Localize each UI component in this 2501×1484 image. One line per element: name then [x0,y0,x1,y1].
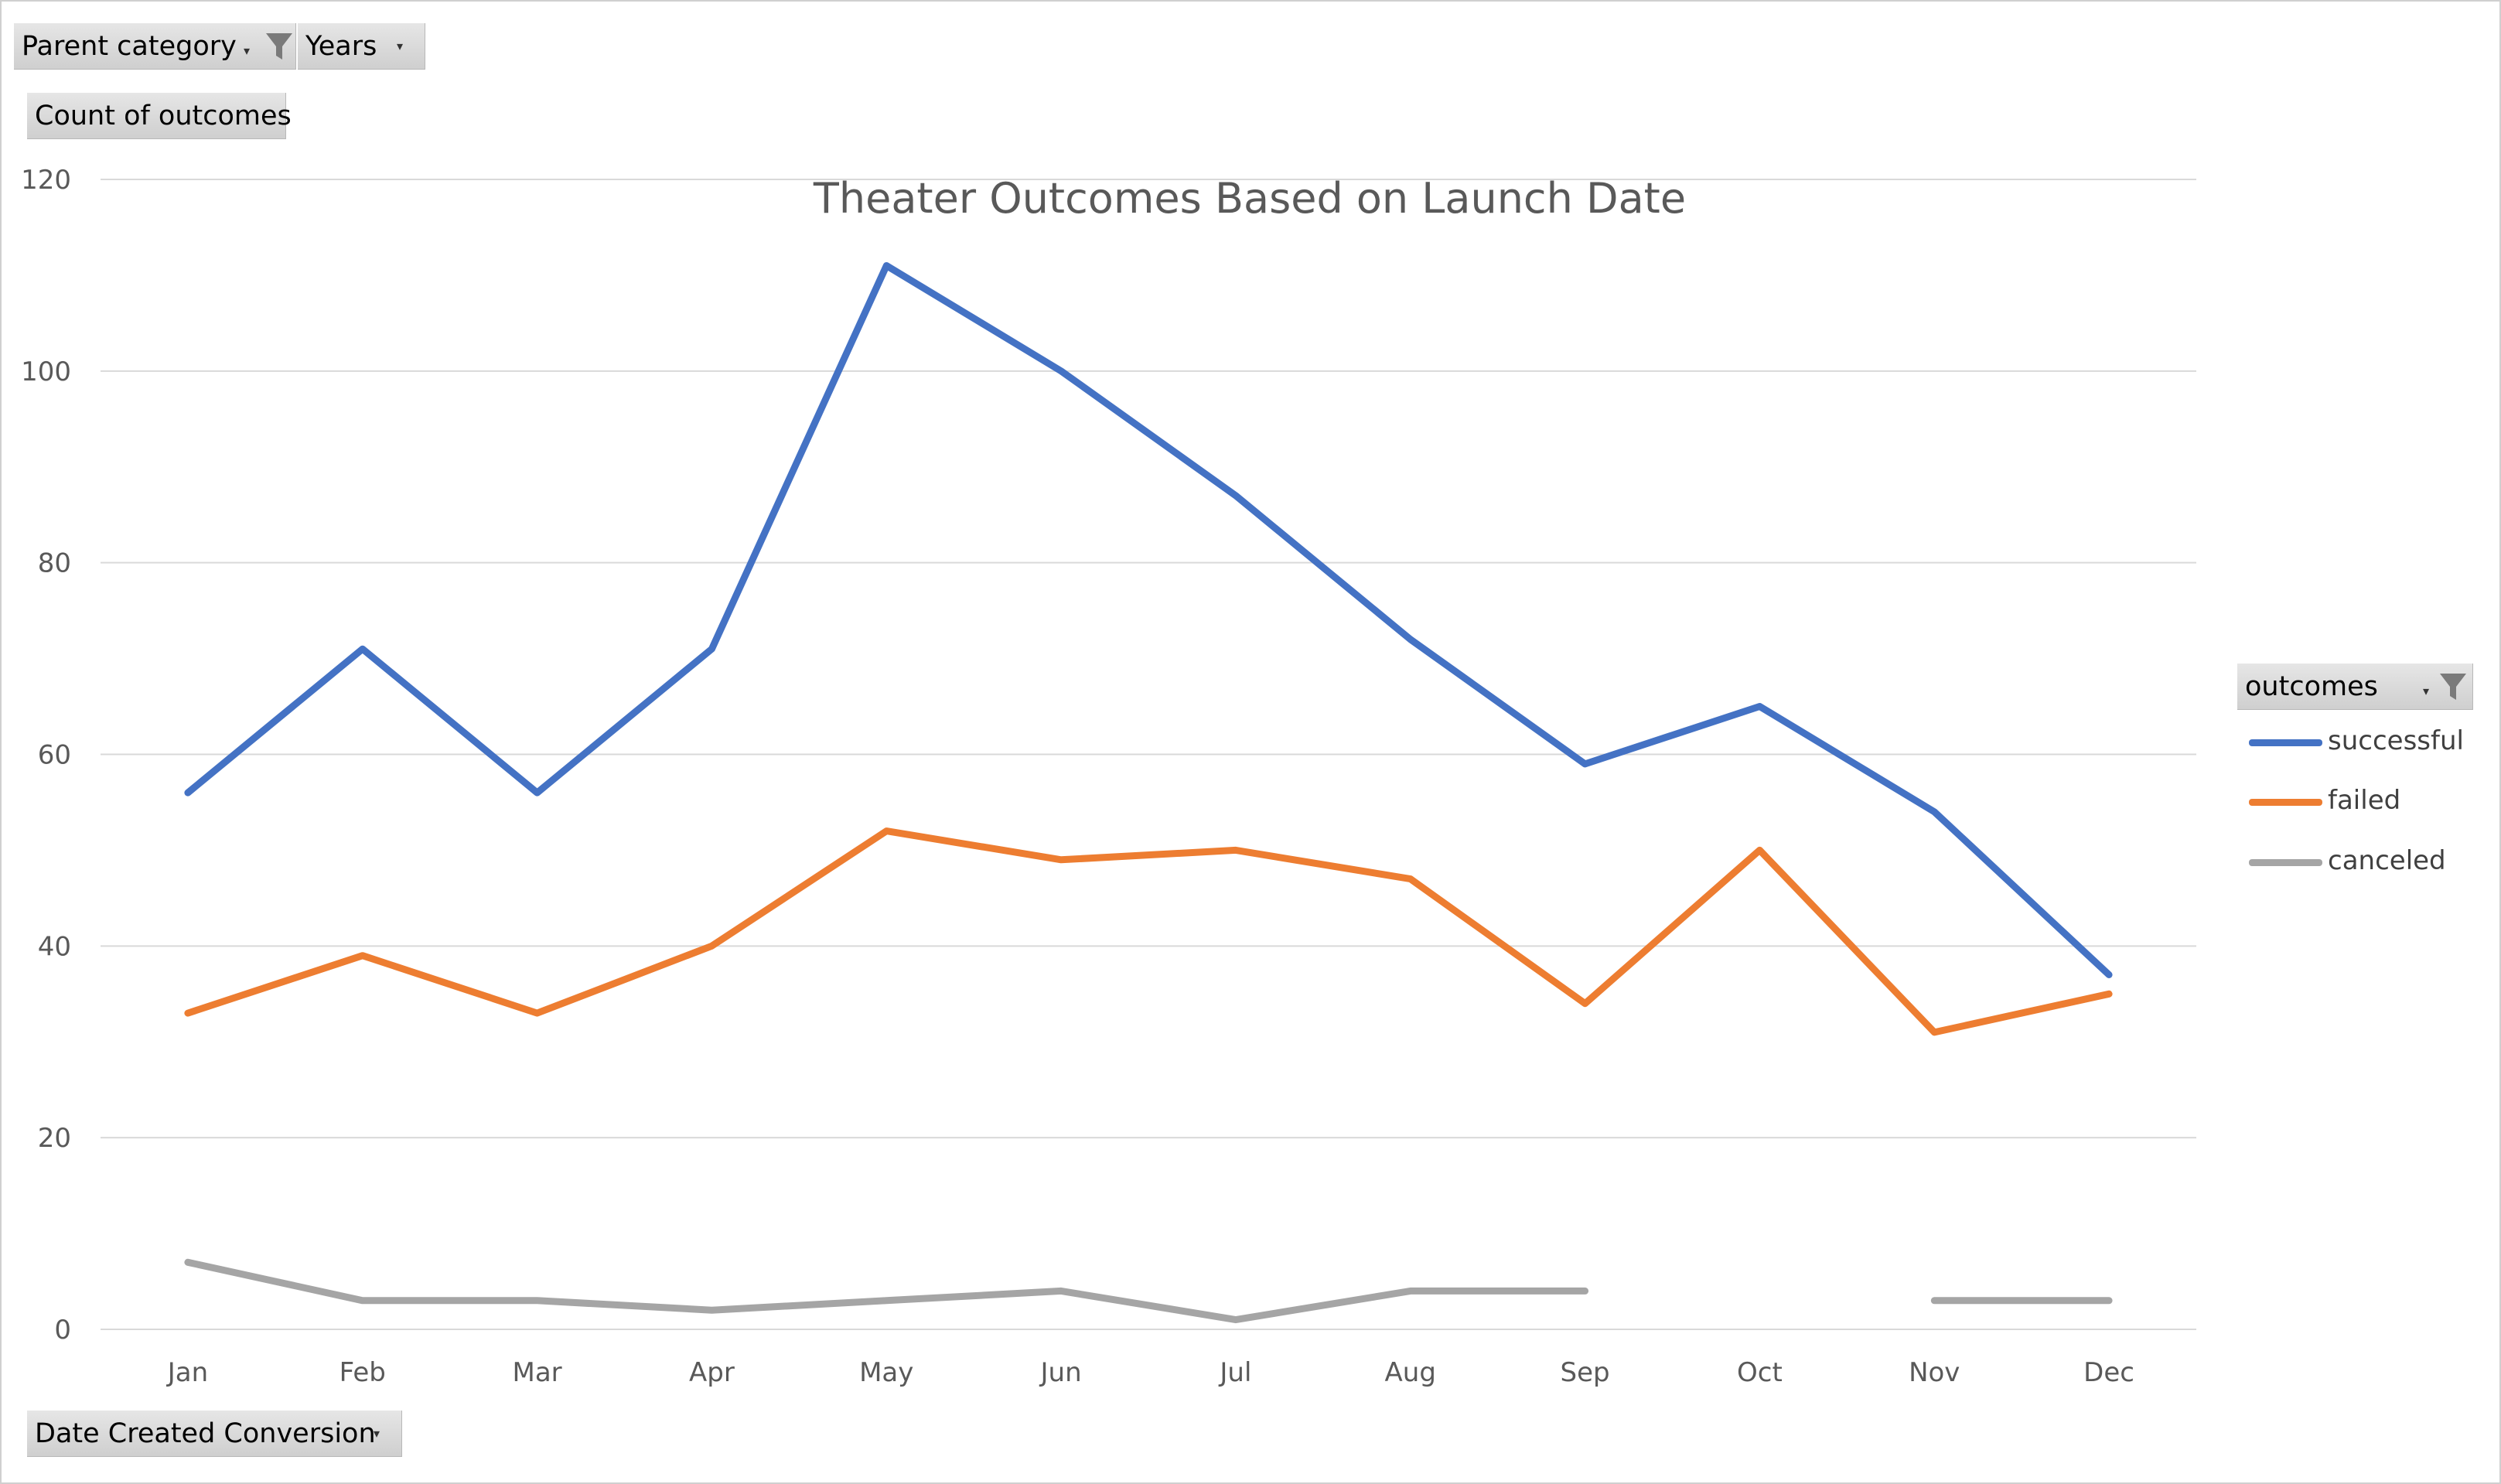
y-tick-label: 60 [38,740,71,771]
x-tick-label: Jun [1039,1357,1082,1388]
dropdown-arrow-icon: ▾ [244,43,251,58]
x-tick-label: Oct [1737,1357,1783,1388]
values-field-label: Count of outcomes [35,101,292,131]
x-tick-label: May [859,1357,913,1388]
axis-field-button[interactable]: Date Created Conversion ▾ [27,1411,402,1457]
dropdown-arrow-icon: ▾ [397,39,404,53]
legend-swatch-canceled [2249,859,2322,866]
years-filter-button[interactable]: Years ▾ [298,23,425,70]
series-lines [184,262,2113,1324]
filter-funnel-icon [2440,674,2466,700]
y-axis-ticks: 0 20 40 60 80 100 120 [21,165,71,1346]
y-tick-label: 40 [38,931,71,962]
legend-field-button[interactable]: outcomes ▾ [2237,664,2473,710]
x-tick-label: Nov [1909,1357,1960,1388]
series-line-failed[interactable] [184,827,2113,1036]
legend-swatch-failed [2249,799,2322,806]
x-tick-label: Jan [166,1357,208,1388]
legend-label-failed: failed [2328,785,2401,816]
x-tick-label: Apr [689,1357,735,1388]
y-tick-label: 20 [38,1123,71,1154]
filter-funnel-icon [266,33,292,60]
x-tick-label: Mar [513,1357,562,1388]
legend-label-canceled: canceled [2328,845,2446,876]
y-tick-label: 0 [54,1315,71,1346]
parent-category-filter-button[interactable]: Parent category ▾ [14,23,296,70]
axis-field-label: Date Created Conversion [35,1418,376,1449]
x-tick-label: Sep [1561,1357,1610,1388]
x-tick-label: Aug [1385,1357,1436,1388]
y-tick-label: 100 [21,357,71,387]
parent-category-label: Parent category [22,31,237,62]
y-tick-label: 120 [21,165,71,196]
legend-field-label: outcomes [2245,671,2378,702]
x-tick-label: Feb [339,1357,386,1388]
gridlines [101,179,2196,1330]
dropdown-arrow-icon: ▾ [2423,684,2430,698]
y-tick-label: 80 [38,548,71,579]
dropdown-arrow-icon: ▾ [374,1426,380,1441]
chart-title: Theater Outcomes Based on Launch Date [813,174,1686,223]
years-label: Years [305,31,377,62]
legend-swatch-successful [2249,739,2322,746]
series-line-canceled[interactable] [184,1258,2113,1324]
x-axis-ticks: Jan Feb Mar Apr May Jun Jul Aug Sep Oct Nov Dec [166,1357,2134,1388]
values-field-button[interactable]: Count of outcomes [27,93,292,139]
x-tick-label: Dec [2083,1357,2134,1388]
series-line-successful[interactable] [184,262,2113,978]
x-tick-label: Jul [1218,1357,1251,1388]
legend-label-successful: successful [2328,725,2464,756]
